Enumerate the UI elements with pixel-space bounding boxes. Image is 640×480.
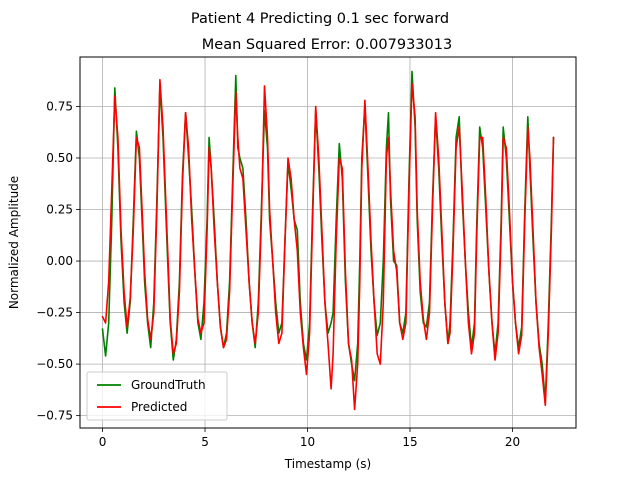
y-tick-label: 0.25 [46,203,73,217]
legend-label-predicted: Predicted [131,400,187,414]
x-tick-label: 0 [99,435,107,449]
legend: GroundTruth Predicted [86,371,228,421]
legend-box [86,371,228,421]
y-tick-label: −0.50 [36,357,73,371]
y-axis-label: Normalized Amplitude [7,176,21,309]
y-tick-label: −0.25 [36,306,73,320]
x-tick-label: 5 [201,435,209,449]
y-tick-label: −0.75 [36,409,73,423]
x-tick-label: 20 [505,435,520,449]
y-tick-label: 0.00 [46,254,73,268]
series-line-predicted [101,78,555,411]
chart-title: Patient 4 Predicting 0.1 sec forward [191,11,449,27]
y-tick-label: 0.50 [46,151,73,165]
tick-layer: 0 5 10 15 20 −0.75 −0.50 −0.25 0.00 0.25 0.50 0.75 [36,99,520,449]
series-layer [101,70,555,411]
x-axis-label: Timestamp (s) [284,457,371,471]
y-tick-label: 0.75 [46,99,73,113]
legend-label-groundtruth: GroundTruth [131,378,206,392]
x-tick-label: 10 [300,435,315,449]
chart-subtitle: Mean Squared Error: 0.007933013 [202,37,452,53]
x-tick-label: 15 [402,435,417,449]
plot-frame [79,56,577,429]
